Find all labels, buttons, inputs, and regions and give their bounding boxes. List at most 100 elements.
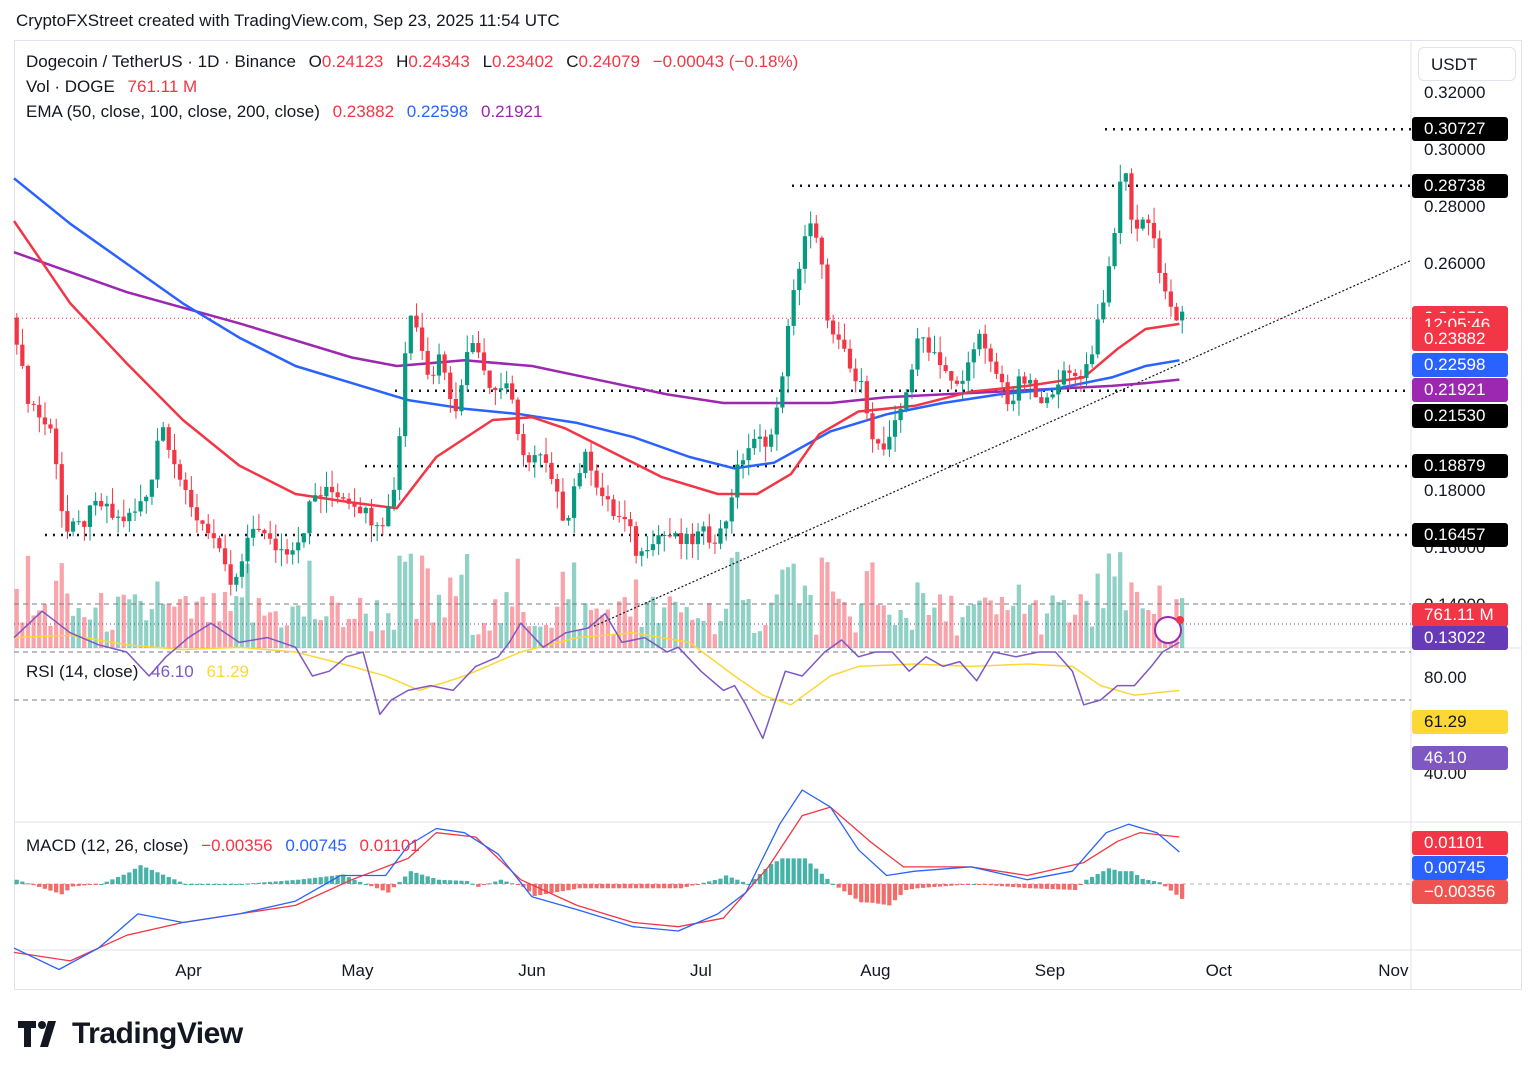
macd-histogram-bar [391, 884, 397, 888]
volume-bar [769, 602, 774, 648]
ohlc-close: C0.24079 [566, 52, 640, 71]
macd-histogram-bar [999, 884, 1005, 887]
rsi-legend[interactable]: RSI (14, close) 46.10 61.29 [26, 662, 257, 682]
macd-histogram-bar [284, 880, 290, 884]
volume-bar [707, 603, 712, 648]
candle [31, 403, 36, 405]
macd-histogram-bar [836, 884, 841, 888]
macd-histogram-bar [723, 875, 729, 884]
event-marker-dot [1176, 616, 1184, 624]
macd-histogram-bar [904, 884, 909, 890]
macd-histogram-bar [1095, 874, 1100, 884]
volume-bar [684, 607, 689, 648]
ema200-line [13, 251, 1180, 405]
candle [1163, 272, 1168, 292]
symbol-legend[interactable]: Dogecoin / TetherUS · 1D · Binance O0.24… [26, 52, 806, 72]
candle [577, 473, 582, 487]
macd-histogram-bar [1067, 884, 1072, 890]
candle [1044, 397, 1050, 404]
rsi-value: 46.10 [151, 662, 194, 681]
candle [65, 511, 70, 532]
volume-bar [251, 622, 256, 648]
tradingview-logo[interactable]: TradingView [18, 1017, 243, 1051]
macd-histogram-bar [172, 879, 177, 884]
candle [571, 486, 577, 518]
volume-bar [104, 631, 109, 648]
volume-bar [200, 596, 205, 648]
candle [650, 544, 656, 551]
volume-bar [222, 591, 228, 648]
candle [949, 371, 954, 381]
candle [555, 479, 560, 492]
volume-bar [481, 623, 487, 648]
candle [830, 320, 836, 335]
macd-histogram-bar [588, 884, 594, 889]
volume-bar [549, 627, 554, 648]
macd-histogram-bar [774, 861, 779, 884]
candle [138, 501, 143, 512]
macd-histogram-bar [622, 884, 627, 889]
candle [54, 428, 59, 465]
candle [769, 434, 774, 447]
currency-button[interactable]: USDT [1418, 47, 1516, 81]
volume-bar [99, 593, 104, 648]
macd-histogram-bar [436, 879, 442, 884]
candle [110, 503, 115, 518]
candle [239, 561, 245, 577]
volume-bar [369, 631, 374, 648]
macd-histogram-bar [403, 876, 408, 884]
volume-bar [296, 605, 301, 648]
ema-legend[interactable]: EMA (50, close, 100, close, 200, close) … [26, 102, 550, 122]
macd-histogram-bar [982, 884, 988, 885]
macd-legend[interactable]: MACD (12, 26, close) −0.00356 0.00745 0.… [26, 836, 428, 856]
candle [160, 427, 166, 441]
candle [448, 372, 453, 399]
macd-histogram-bar [639, 884, 644, 889]
volume-legend[interactable]: Vol · DOGE 761.11 M [26, 77, 205, 97]
price-tick: 0.26000 [1424, 253, 1486, 273]
candle [814, 223, 819, 238]
volume-bar [54, 580, 59, 648]
candle [369, 507, 374, 526]
volume-bar [937, 594, 943, 648]
candle [397, 436, 402, 490]
macd-line [13, 789, 1180, 971]
volume-bar [1123, 610, 1128, 648]
macd-histogram-bar [59, 884, 64, 895]
candle [723, 521, 729, 529]
candle [1140, 219, 1145, 229]
candle [746, 448, 751, 461]
candle [678, 533, 684, 544]
candle [391, 489, 397, 507]
macd-histogram-bar [870, 884, 875, 903]
macd-histogram-bar [932, 884, 937, 887]
candle [932, 352, 937, 354]
volume-bar [25, 555, 31, 648]
candle [358, 506, 363, 514]
volume-bar [341, 627, 346, 648]
macd-histogram-bar [1061, 884, 1067, 890]
candle [1089, 354, 1095, 365]
price-tag: 761.11 M [1412, 602, 1508, 627]
macd-histogram-bar [1118, 871, 1123, 884]
macd-histogram-bar [650, 884, 656, 889]
candle [791, 290, 796, 326]
volume-bar [1089, 626, 1095, 648]
price-tag: 0.16457 [1412, 523, 1508, 547]
volume-bar [971, 604, 976, 648]
macd-histogram-bar [971, 884, 976, 885]
volume-bar [532, 625, 537, 648]
candle [645, 550, 650, 552]
volume-bar [926, 615, 931, 648]
volume-bar [797, 603, 802, 648]
macd-histogram-bar [1134, 875, 1140, 884]
macd-histogram-bar [690, 884, 695, 886]
candle [476, 342, 481, 353]
candle [1084, 364, 1089, 378]
candle [307, 501, 312, 534]
volume-bar [791, 563, 796, 648]
candle [639, 551, 644, 556]
macd-histogram-bar [538, 884, 543, 896]
macd-histogram-bar [960, 884, 965, 885]
